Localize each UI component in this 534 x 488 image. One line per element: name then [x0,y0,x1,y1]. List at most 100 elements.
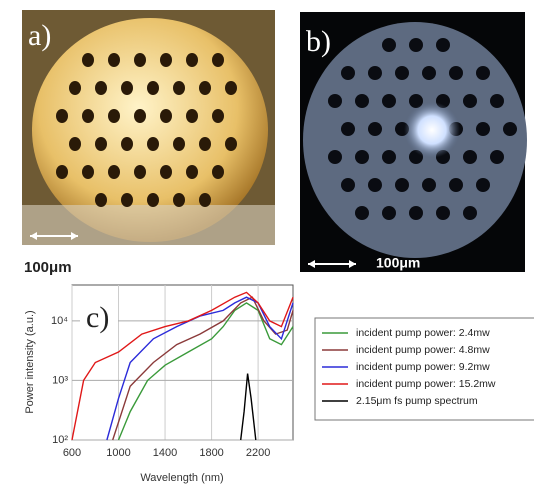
x-tick-label: 600 [63,447,81,459]
hole [341,122,355,136]
hole [82,109,94,123]
hole [186,53,198,67]
hole [108,109,120,123]
hole [82,53,94,67]
hole [95,81,107,95]
hole [134,109,146,123]
hole [225,137,237,151]
x-tick-label: 1000 [106,447,130,459]
hole [160,53,172,67]
hole [212,53,224,67]
panel-label: a) [28,19,51,52]
panel-label: c) [86,301,109,334]
hole [95,137,107,151]
panel-label-box [80,298,118,338]
hole [134,165,146,179]
hole [422,178,436,192]
x-tick-label: 1400 [153,447,177,459]
hole [341,178,355,192]
hole [147,81,159,95]
hole [463,206,477,220]
series-line [112,296,294,441]
hole [173,193,185,207]
hole [409,38,423,52]
hole [382,94,396,108]
hole [108,53,120,67]
hole [476,122,490,136]
hole [476,178,490,192]
hole [199,81,211,95]
x-tick-label: 1800 [199,447,223,459]
hole [355,150,369,164]
scale-label: 100μm [376,255,420,271]
hole [436,206,450,220]
legend-label: incident pump power: 2.4mw [356,327,490,339]
hole [328,94,342,108]
series-line [71,291,294,441]
photo-a [22,10,275,245]
hole [382,206,396,220]
hole [56,165,68,179]
hole [95,193,107,207]
hole [382,150,396,164]
hole [436,38,450,52]
hole [449,178,463,192]
hole [69,137,81,151]
hole [395,178,409,192]
hole [121,81,133,95]
hole [490,94,504,108]
legend-label: incident pump power: 15.2mw [356,378,496,390]
series-line [106,296,294,441]
hole [328,150,342,164]
hole [368,178,382,192]
hole [212,165,224,179]
hole [368,122,382,136]
legend [314,317,534,421]
hole [422,66,436,80]
hole [69,81,81,95]
hole [121,193,133,207]
hole [186,109,198,123]
hole [134,53,146,67]
x-axis-label: Wavelength (nm) [140,472,223,484]
hole [212,109,224,123]
hole [463,150,477,164]
hole [56,109,68,123]
photo-b [300,12,527,272]
hole [341,66,355,80]
hole [490,150,504,164]
y-tick-label: 10⁴ [51,315,68,327]
hole [382,38,396,52]
hole [409,94,423,108]
legend-label: incident pump power: 4.8mw [356,344,490,356]
hole [108,165,120,179]
hole [355,206,369,220]
hole [160,165,172,179]
hole [186,165,198,179]
hole [147,193,159,207]
hole [173,81,185,95]
y-tick-label: 10³ [52,374,68,386]
hole [409,206,423,220]
hole [395,66,409,80]
hole [225,81,237,95]
legend-label: incident pump power: 9.2mw [356,361,490,373]
hole [368,66,382,80]
y-tick-label: 10² [52,434,68,446]
hole [463,94,477,108]
hole [147,137,159,151]
x-tick-label: 2200 [246,447,270,459]
hole [503,122,517,136]
hole [476,66,490,80]
hole [173,137,185,151]
hole [82,165,94,179]
legend-label: 2.15μm fs pump spectrum [356,395,478,407]
series-line [240,373,257,441]
hole [121,137,133,151]
hole [449,66,463,80]
series-line [117,302,294,441]
hole [199,137,211,151]
scale-label: 100μm [24,259,72,276]
hole [160,109,172,123]
